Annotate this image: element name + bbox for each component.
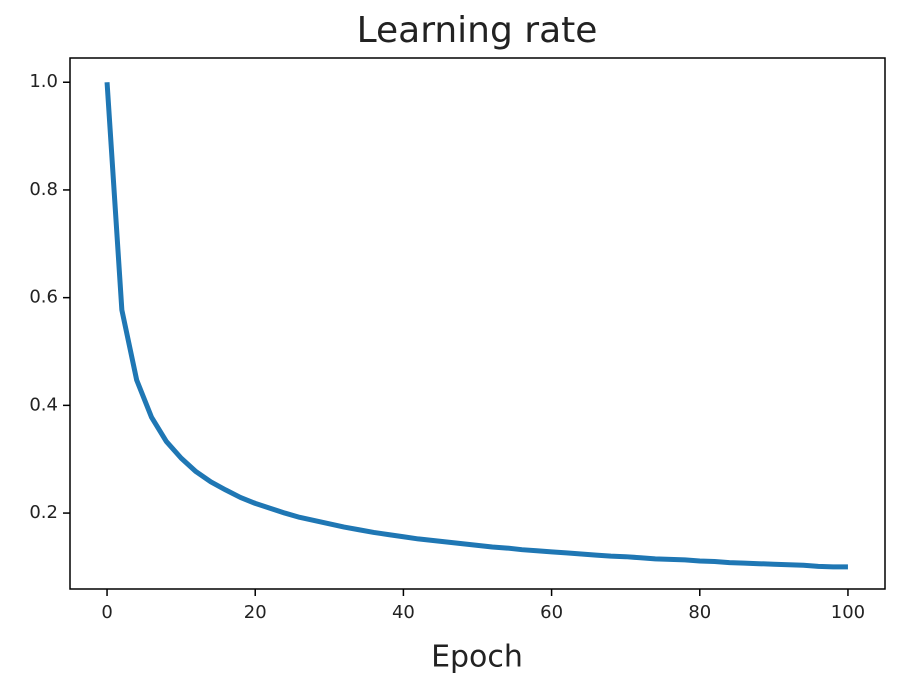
x-tick-label: 40 (392, 602, 415, 623)
x-tick-label: 0 (101, 602, 112, 623)
line-series (104, 82, 848, 570)
x-tick-label: 80 (688, 602, 711, 623)
x-tick-label: 20 (244, 602, 267, 623)
y-tick-label: 0.6 (29, 287, 58, 308)
y-tick-label: 0.4 (29, 394, 58, 415)
chart-title: Learning rate (357, 10, 598, 51)
plot-frame (69, 57, 886, 590)
y-tick-label: 1.0 (29, 71, 58, 92)
x-tick-label: 60 (540, 602, 563, 623)
y-tick-label: 0.8 (29, 179, 58, 200)
x-axis-label: Epoch (431, 640, 523, 675)
y-tick-label: 0.2 (29, 502, 58, 523)
x-tick-label: 100 (831, 602, 865, 623)
